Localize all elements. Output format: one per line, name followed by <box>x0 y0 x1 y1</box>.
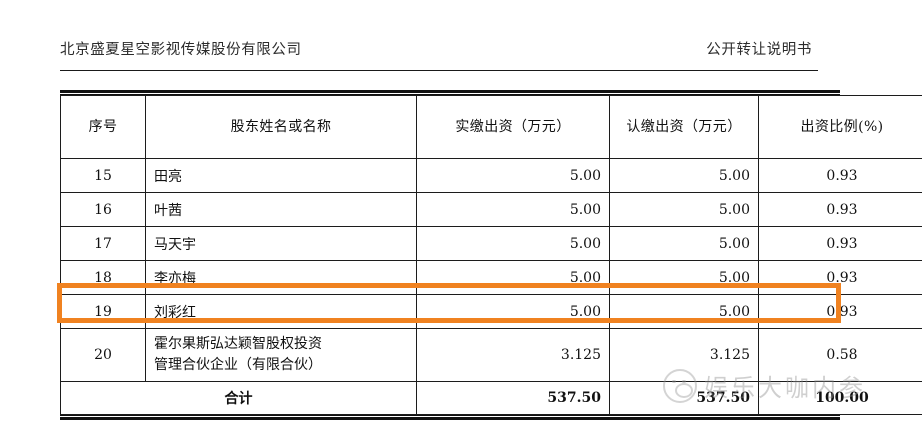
cell-subscribed: 5.00 <box>609 158 759 193</box>
cell-paid-in: 5.00 <box>416 226 610 261</box>
cell-ratio: 0.93 <box>758 226 922 261</box>
column-header-index: 序号 <box>60 95 146 159</box>
cell-name: 刘彩红 <box>145 294 417 329</box>
total-paid-in: 537.50 <box>416 381 610 415</box>
cell-name: 田亮 <box>145 158 417 193</box>
table-bottom-thick-border <box>60 417 840 420</box>
shareholder-table-container: 序号 股东姓名或名称 实缴出资（万元） 认缴出资（万元） 出资比例(%) 15 … <box>60 90 922 420</box>
document-running-header: 北京盛夏星空影视传媒股份有限公司 公开转让说明书 <box>60 38 818 59</box>
table-row: 20 霍尔果斯弘达颖智股权投资 管理合伙企业（有限合伙） 3.125 3.125… <box>60 328 922 382</box>
shareholder-table: 序号 股东姓名或名称 实缴出资（万元） 认缴出资（万元） 出资比例(%) 15 … <box>60 95 922 415</box>
cell-ratio: 0.58 <box>758 328 922 382</box>
cell-subscribed: 5.00 <box>609 294 759 329</box>
table-row: 16 叶茜 5.00 5.00 0.93 <box>60 192 922 227</box>
document-title: 公开转让说明书 <box>706 42 812 58</box>
cell-index: 19 <box>60 294 146 329</box>
table-row: 15 田亮 5.00 5.00 0.93 <box>60 158 922 193</box>
cell-index: 15 <box>60 158 146 193</box>
cell-ratio: 0.93 <box>758 192 922 227</box>
table-row: 18 李亦梅 5.00 5.00 0.93 <box>60 260 922 295</box>
cell-ratio: 0.93 <box>758 260 922 295</box>
cell-name: 李亦梅 <box>145 260 417 295</box>
cell-index: 20 <box>60 328 146 382</box>
column-header-paid-in: 实缴出资（万元） <box>416 95 610 159</box>
company-name: 北京盛夏星空影视传媒股份有限公司 <box>60 42 302 58</box>
cell-paid-in: 3.125 <box>416 328 610 382</box>
cell-subscribed: 5.00 <box>609 192 759 227</box>
cell-paid-in: 5.00 <box>416 260 610 295</box>
total-ratio: 100.00 <box>758 381 922 415</box>
cell-ratio: 0.93 <box>758 158 922 193</box>
cell-name-line-2: 管理合伙企业（有限合伙） <box>154 357 322 373</box>
cell-subscribed: 3.125 <box>609 328 759 382</box>
table-total-row: 合计 537.50 537.50 100.00 <box>60 381 922 415</box>
column-header-ratio: 出资比例(%) <box>758 95 922 159</box>
cell-subscribed: 5.00 <box>609 226 759 261</box>
header-divider <box>60 70 818 71</box>
table-bottom-hair-border <box>60 415 840 416</box>
cell-name: 叶茜 <box>145 192 417 227</box>
cell-name: 霍尔果斯弘达颖智股权投资 管理合伙企业（有限合伙） <box>145 328 417 382</box>
cell-index: 16 <box>60 192 146 227</box>
cell-paid-in: 5.00 <box>416 192 610 227</box>
cell-name: 马天宇 <box>145 226 417 261</box>
column-header-subscribed: 认缴出资（万元） <box>609 95 759 159</box>
table-row: 17 马天宇 5.00 5.00 0.93 <box>60 226 922 261</box>
cell-paid-in: 5.00 <box>416 158 610 193</box>
table-header-row: 序号 股东姓名或名称 实缴出资（万元） 认缴出资（万元） 出资比例(%) <box>60 95 922 159</box>
cell-ratio: 0.93 <box>758 294 922 329</box>
table-top-hair-border <box>60 94 840 95</box>
cell-subscribed: 5.00 <box>609 260 759 295</box>
table-top-thick-border <box>60 90 840 93</box>
total-subscribed: 537.50 <box>609 381 759 415</box>
cell-index: 18 <box>60 260 146 295</box>
cell-index: 17 <box>60 226 146 261</box>
cell-paid-in: 5.00 <box>416 294 610 329</box>
cell-name-line-1: 霍尔果斯弘达颖智股权投资 <box>154 336 322 352</box>
table-row-highlighted: 19 刘彩红 5.00 5.00 0.93 <box>60 294 922 329</box>
total-label: 合计 <box>60 381 417 415</box>
column-header-name: 股东姓名或名称 <box>145 95 417 159</box>
